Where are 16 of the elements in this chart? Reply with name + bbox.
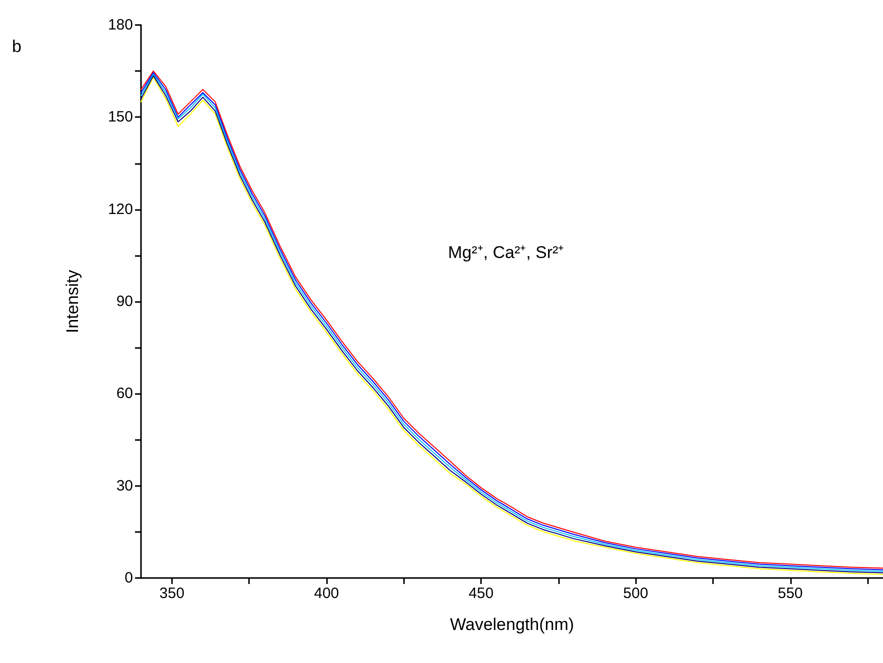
x-tick-label: 400 <box>314 585 340 602</box>
y-tick-label: 90 <box>116 293 133 310</box>
y-tick-label: 150 <box>108 108 133 126</box>
x-axis-title: Wavelength(nm) <box>450 615 574 634</box>
y-tick-label: 120 <box>108 200 133 218</box>
y-tick-label: 60 <box>116 385 133 402</box>
y-tick-label: 30 <box>116 477 133 494</box>
annotation: Mg²⁺, Ca²⁺, Sr²⁺ <box>448 243 564 262</box>
x-tick-label: 450 <box>468 585 494 602</box>
y-tick-label: 0 <box>124 570 133 586</box>
x-tick-label: 500 <box>623 585 648 602</box>
text: b <box>12 37 22 56</box>
x-tick-label: 350 <box>159 585 184 602</box>
y-tick-label: 180 <box>108 16 133 34</box>
x-tick-label: 550 <box>778 585 803 602</box>
y-axis-title: Intensity <box>63 269 82 334</box>
